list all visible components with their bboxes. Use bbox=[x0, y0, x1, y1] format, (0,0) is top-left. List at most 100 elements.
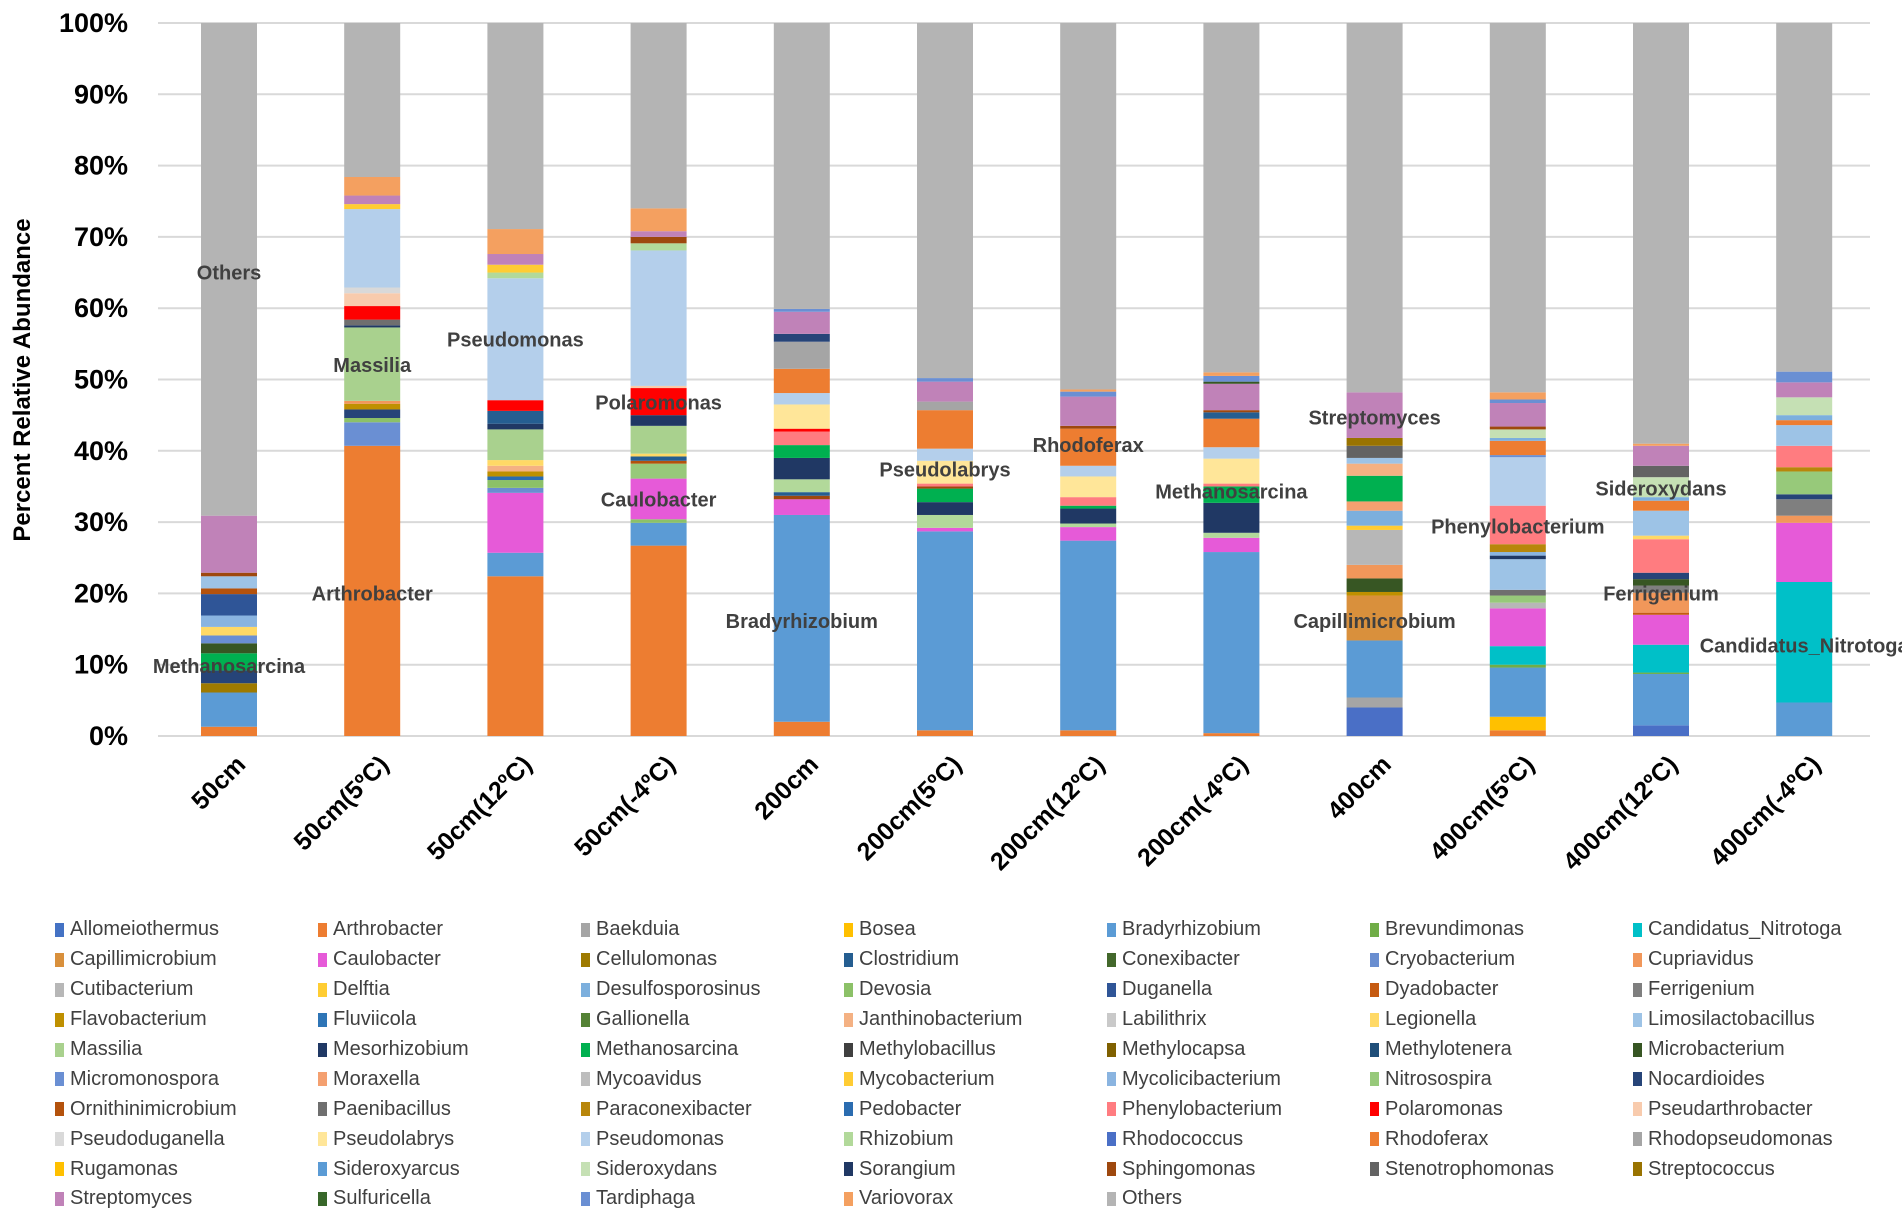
bar-segment-sorangium bbox=[630, 415, 687, 426]
bar-segment-baekduia bbox=[1346, 697, 1403, 708]
bar-segment-methanosarcina bbox=[917, 488, 973, 503]
bar-segment-rhodoferax bbox=[773, 368, 830, 394]
bar-segment-phenylobacterium bbox=[1060, 497, 1117, 506]
bar-segment-caulobacter bbox=[773, 499, 830, 515]
legend-label: Legionella bbox=[1385, 1008, 1477, 1031]
legend-item: Cupriavidus bbox=[1633, 945, 1896, 975]
legend-item: Cellulomonas bbox=[581, 945, 844, 975]
bar-segment-devosia bbox=[344, 418, 401, 423]
legend-swatch bbox=[844, 1162, 853, 1177]
bar-segment-rhodoferax bbox=[1060, 428, 1117, 466]
bar-segment-rhodoferax bbox=[917, 410, 973, 449]
legend-item: Desulfosporosinus bbox=[581, 975, 844, 1005]
legend-label: Ornithinimicrobium bbox=[70, 1097, 237, 1120]
x-tick-label: 50cm(12ºC) bbox=[422, 750, 538, 866]
legend-label: Sideroxyarcus bbox=[333, 1157, 460, 1180]
bar-segment-sphingomonas bbox=[1203, 410, 1260, 413]
bar-segment-rhodoferax bbox=[1776, 420, 1833, 426]
bar-segment-tardiphaga bbox=[1060, 391, 1117, 397]
bar-segment-caulobacter bbox=[1776, 522, 1833, 582]
bar-segment-variovorax bbox=[344, 177, 401, 196]
legend-label: Flavobacterium bbox=[70, 1008, 207, 1031]
legend-label: Conexibacter bbox=[1122, 948, 1240, 971]
legend-label: Clostridium bbox=[859, 948, 960, 971]
legend-item: Capillimicrobium bbox=[55, 945, 318, 975]
bar-segment-rhodococcus bbox=[1346, 707, 1403, 736]
x-tick-label: 200cm(-4ºC) bbox=[1132, 750, 1254, 872]
legend-item: Bosea bbox=[844, 915, 1107, 945]
legend-swatch bbox=[318, 952, 327, 967]
annotation-label: Arthrobacter bbox=[312, 583, 433, 605]
legend-swatch bbox=[844, 1191, 853, 1206]
x-tick-label: 400cm(5ºC) bbox=[1424, 750, 1540, 866]
bar-segment-microbacterium bbox=[1633, 579, 1689, 586]
bar-segment-others bbox=[1633, 23, 1689, 444]
bar-segment-phenylobacterium bbox=[1203, 483, 1260, 487]
y-tick-label: 100% bbox=[59, 8, 128, 38]
bar-segment-streptomyces bbox=[773, 311, 830, 334]
bar-stack bbox=[1489, 23, 1546, 736]
bar-segment-sorangium bbox=[773, 457, 830, 480]
bar-segment-candidatus_nitrotoga bbox=[1776, 581, 1833, 703]
annotation-label: Methanosarcina bbox=[153, 656, 306, 678]
x-axis-ticks: 50cm 50cm(5ºC) 50cm(12ºC) 50cm(-4ºC) 200cm 20… bbox=[186, 750, 1826, 876]
legend-label: Sorangium bbox=[859, 1157, 956, 1180]
legend-item: Mycolicibacterium bbox=[1107, 1064, 1370, 1094]
bar-stack bbox=[1060, 23, 1117, 736]
legend-item: Janthinobacterium bbox=[844, 1005, 1107, 1035]
legend-label: Rugamonas bbox=[70, 1157, 178, 1180]
bar-segment-flavobacterium bbox=[344, 403, 401, 410]
legend-label: Caulobacter bbox=[333, 948, 441, 971]
y-axis-title: Percent Relative Abundance bbox=[9, 218, 36, 541]
legend-label: Paenibacillus bbox=[333, 1097, 451, 1120]
legend-label: Polaromonas bbox=[1385, 1097, 1503, 1120]
legend-item: Methanosarcina bbox=[581, 1035, 844, 1065]
bar-segment-pseudarthrobacter bbox=[630, 385, 687, 389]
bar-segment-sphingomonas bbox=[773, 495, 830, 500]
legend-swatch bbox=[318, 1012, 327, 1027]
bar-segment-micromonospora bbox=[201, 635, 257, 644]
legend-label: Streptococcus bbox=[1648, 1157, 1775, 1180]
bar-segment-desulfosporosinus bbox=[1489, 437, 1546, 441]
bar-segment-stenotrophomonas bbox=[1346, 445, 1403, 458]
bar-segment-variovorax bbox=[1633, 443, 1689, 446]
legend-swatch bbox=[1107, 982, 1116, 997]
bar-segment-streptococcus bbox=[1346, 437, 1403, 446]
bar-segment-legionella bbox=[1633, 535, 1689, 540]
y-tick-label: 70% bbox=[74, 222, 128, 252]
legend-item: Pseudarthrobacter bbox=[1633, 1094, 1896, 1124]
annotation-label: Caulobacter bbox=[601, 489, 717, 511]
legend-swatch bbox=[1370, 1042, 1379, 1057]
legend-swatch bbox=[844, 1042, 853, 1057]
bar-segment-streptomyces bbox=[917, 381, 973, 402]
bar-segment-cupriavidus bbox=[1776, 515, 1833, 523]
legend-label: Bosea bbox=[859, 918, 916, 941]
bar-segment-micromonospora bbox=[1776, 371, 1833, 383]
bar-segment-dyadobacter bbox=[1633, 612, 1689, 615]
bar-segment-others bbox=[487, 23, 544, 230]
legend-label: Pseudolabrys bbox=[333, 1127, 455, 1150]
bar-segment-cupriavidus bbox=[344, 400, 401, 404]
legend-swatch bbox=[581, 952, 590, 967]
bar-segment-streptomyces bbox=[487, 254, 544, 265]
bar-segment-rhizobium bbox=[917, 514, 973, 528]
legend-label: Rhizobium bbox=[859, 1127, 954, 1150]
bar-segment-nocardioides bbox=[344, 409, 401, 419]
bar-segment-variovorax bbox=[487, 229, 544, 255]
legend-swatch bbox=[318, 922, 327, 937]
bar-segment-cellulomonas bbox=[201, 683, 257, 693]
legend-item: Tardiphaga bbox=[581, 1184, 844, 1214]
legend-swatch bbox=[318, 1132, 327, 1147]
legend-label: Arthrobacter bbox=[333, 918, 444, 941]
legend-swatch bbox=[55, 922, 64, 937]
legend-item: Sorangium bbox=[844, 1154, 1107, 1184]
bar-segment-pseudarthrobacter bbox=[344, 293, 401, 307]
bar-segment-streptomyces bbox=[630, 231, 687, 237]
legend-swatch bbox=[55, 1102, 64, 1117]
legend-item: Variovorax bbox=[844, 1184, 1107, 1214]
legend-item: Conexibacter bbox=[1107, 945, 1370, 975]
bar-segment-legionella bbox=[630, 453, 687, 457]
bar-segment-others bbox=[630, 23, 687, 209]
bar-segment-brevundimonas bbox=[1633, 672, 1689, 674]
y-tick-label: 0% bbox=[89, 721, 128, 751]
